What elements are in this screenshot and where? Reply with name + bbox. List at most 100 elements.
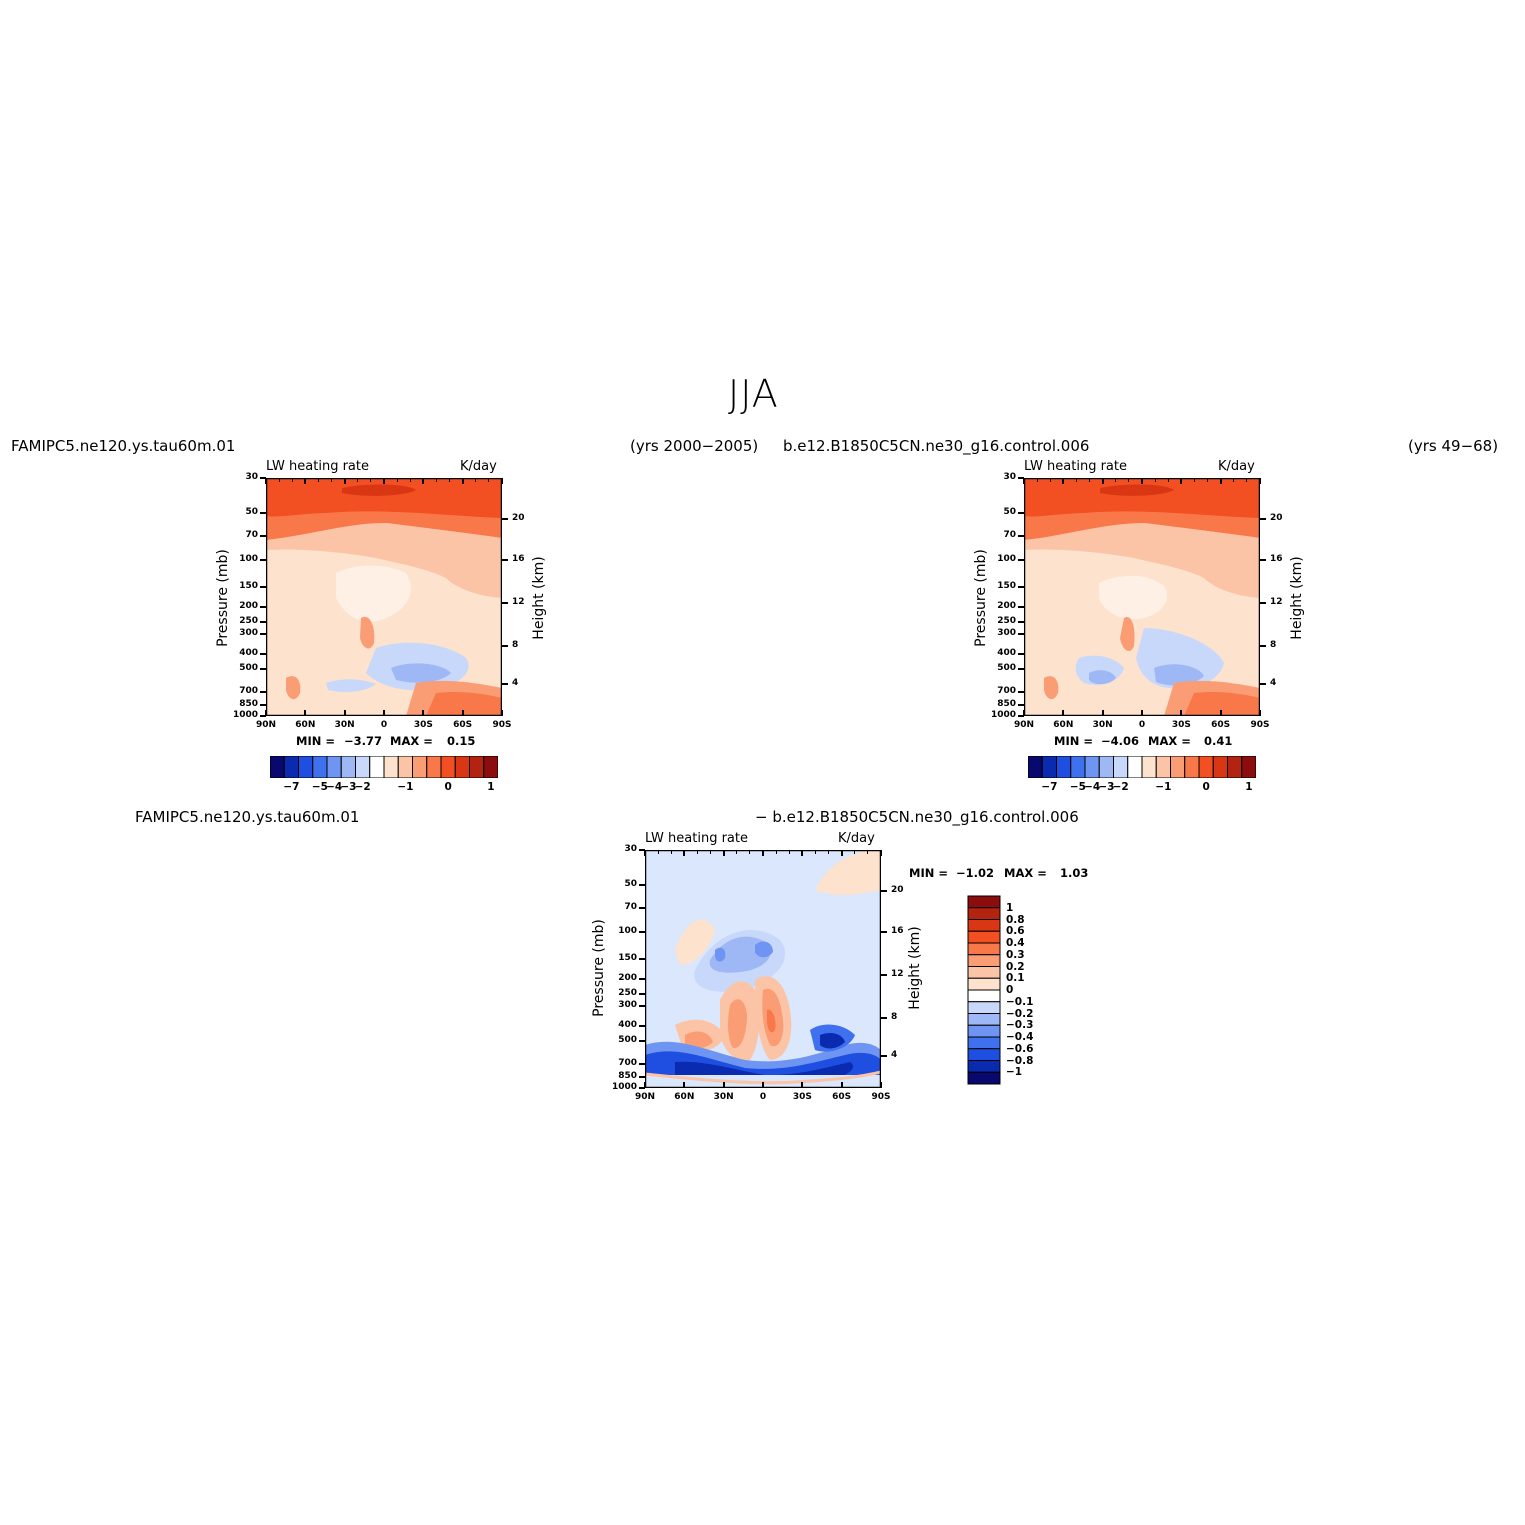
panel1-colorbar-box: [412, 756, 428, 778]
panel3-colorbar-box: [967, 942, 1001, 956]
panel3-colorbar-box: [967, 989, 1001, 1003]
panel1-y-tick-mark: [260, 667, 266, 670]
panel2-y-tick-mark: [1018, 558, 1024, 561]
panel1-x-minor-tick: [357, 478, 359, 482]
panel1-colorbar-box: [383, 756, 399, 778]
panel2-x-minor-tick: [1049, 478, 1051, 482]
panel1-colorbar-label: 1: [487, 781, 495, 793]
panel1-y-tick-mark: [260, 652, 266, 655]
panel3-plot: [645, 850, 881, 1088]
panel2-y-axis-title: Pressure (mb): [973, 549, 989, 647]
panel1-y-tick-mark: [260, 715, 266, 717]
panel1-right-label: K/day: [460, 459, 497, 474]
panel2-x-minor-tick: [1220, 478, 1222, 482]
panel1-y2-tick-label: 8: [512, 639, 519, 650]
panel1-colorbar-box: [326, 756, 342, 778]
panel3-x-minor-tick: [644, 850, 646, 854]
panel3-x-tick-mark: [880, 1082, 882, 1088]
panel2-right-label: K/day: [1218, 459, 1255, 474]
panel2-x-tick-label: 30N: [1092, 720, 1113, 730]
panel3-colorbar-label: 0.2: [1006, 960, 1025, 973]
panel2-y-tick-label: 50: [1003, 506, 1016, 517]
panel1-x-tick-mark: [343, 710, 346, 716]
panel3-y2-tick-mark: [881, 1054, 887, 1057]
panel1-colorbar-label: −7: [283, 781, 300, 793]
panel3-x-tick-label: 60S: [832, 1092, 852, 1102]
panel1-x-minor-tick: [462, 478, 464, 482]
panel1-y-tick-mark: [260, 633, 266, 636]
panel3-y-tick-label: 50: [624, 878, 637, 889]
panel3-colorbar: [967, 895, 1001, 1085]
panel2-y-tick-mark: [1018, 690, 1024, 693]
panel3-y-tick-mark: [639, 883, 645, 886]
panel3-y-tick-mark: [639, 906, 645, 909]
panel1-y-tick-mark: [260, 605, 266, 608]
panel1-min-value: −3.77: [344, 734, 383, 748]
panel3-y-tick-label: 200: [618, 972, 637, 983]
panel3-x-tick-mark: [722, 1082, 725, 1088]
panel2-y-tick-label: 250: [997, 615, 1016, 626]
panel3-y-tick-label: 1000: [611, 1082, 637, 1092]
panel1-y-tick-mark: [260, 511, 266, 514]
panel2-max-label: MAX =: [1148, 734, 1191, 748]
panel2-y-tick-mark: [1018, 534, 1024, 537]
panel3-max-value: 1.03: [1060, 866, 1089, 880]
panel2-y-tick-mark: [1018, 605, 1024, 608]
panel1-x-minor-tick: [396, 478, 398, 482]
panel1-y2-tick-label: 12: [512, 597, 525, 608]
panel2-y-tick-mark: [1018, 667, 1024, 670]
panel1-y-axis-title: Pressure (mb): [215, 549, 231, 647]
panel1-y-tick-label: 100: [239, 553, 258, 564]
panel3-colorbar-label: −0.4: [1006, 1031, 1034, 1043]
panel1-x-minor-tick: [383, 478, 385, 482]
panel3-x-tick-label: 30S: [792, 1092, 812, 1102]
panel1-y-tick-mark: [260, 703, 266, 706]
panel2-y-tick-label: 500: [997, 662, 1016, 673]
panel2-colorbar-label: −5: [1069, 781, 1086, 793]
panel1-y-tick-mark: [260, 558, 266, 561]
panel2-left-label: LW heating rate: [1024, 459, 1127, 474]
panel2-x-tick-mark: [1101, 710, 1104, 716]
panel2-x-tick-label: 60S: [1211, 720, 1231, 730]
panel2-colorbar: [1028, 756, 1256, 778]
panel3-colorbar-box: [967, 1024, 1001, 1038]
panel2-x-minor-tick: [1207, 478, 1209, 482]
panel3-case-a: FAMIPC5.ne120.ys.tau60m.01: [135, 808, 360, 826]
panel1-x-minor-tick: [317, 478, 319, 482]
panel3-y-tick-mark: [639, 1005, 645, 1008]
panel3-colorbar-box: [967, 1048, 1001, 1061]
panel3-x-tick-label: 90N: [634, 1092, 656, 1102]
panel2-x-tick-label: 60N: [1053, 720, 1074, 730]
panel2-x-minor-tick: [1141, 478, 1143, 482]
panel3-colorbar-label: 0: [1006, 984, 1014, 996]
panel3-y-tick-mark: [639, 1075, 645, 1078]
panel2-x-tick-mark: [1219, 710, 1222, 716]
panel3-y2-tick-label: 20: [891, 885, 904, 896]
panel1-y-tick-label: 250: [239, 615, 258, 626]
panel1-case-name: FAMIPC5.ne120.ys.tau60m.01: [11, 437, 236, 455]
panel1-colorbar-box: [469, 756, 485, 778]
panel2-x-minor-tick: [1115, 478, 1117, 482]
panel3-x-minor-tick: [683, 850, 685, 854]
panel2-x-tick-mark: [1259, 710, 1261, 716]
panel3-x-minor-tick: [696, 850, 698, 854]
panel3-colorbar-box: [967, 977, 1001, 991]
panel3-x-minor-tick: [814, 850, 816, 854]
panel1-x-minor-tick: [435, 478, 437, 482]
panel1-y-tick-label: 300: [239, 628, 258, 639]
panel3-y2-tick-label: 12: [891, 969, 904, 980]
main-title: JJA: [728, 372, 779, 416]
panel3-y-tick-label: 70: [624, 901, 637, 912]
panel1-y-tick-label: 50: [245, 506, 258, 517]
panel2-x-tick-mark: [1023, 710, 1025, 716]
panel3-colorbar-box: [967, 930, 1001, 944]
panel2-min-value: −4.06: [1101, 734, 1140, 748]
panel1-x-minor-tick: [449, 478, 451, 482]
panel3-y-tick-label: 150: [618, 953, 637, 964]
panel1-plot: [266, 478, 502, 716]
panel2-colorbar-label: −1: [1155, 781, 1172, 793]
panel1-x-minor-tick: [370, 478, 372, 482]
panel1-x-tick-mark: [383, 710, 385, 716]
panel3-y-tick-label: 850: [618, 1070, 637, 1081]
panel2-y2-tick-mark: [1260, 602, 1266, 605]
